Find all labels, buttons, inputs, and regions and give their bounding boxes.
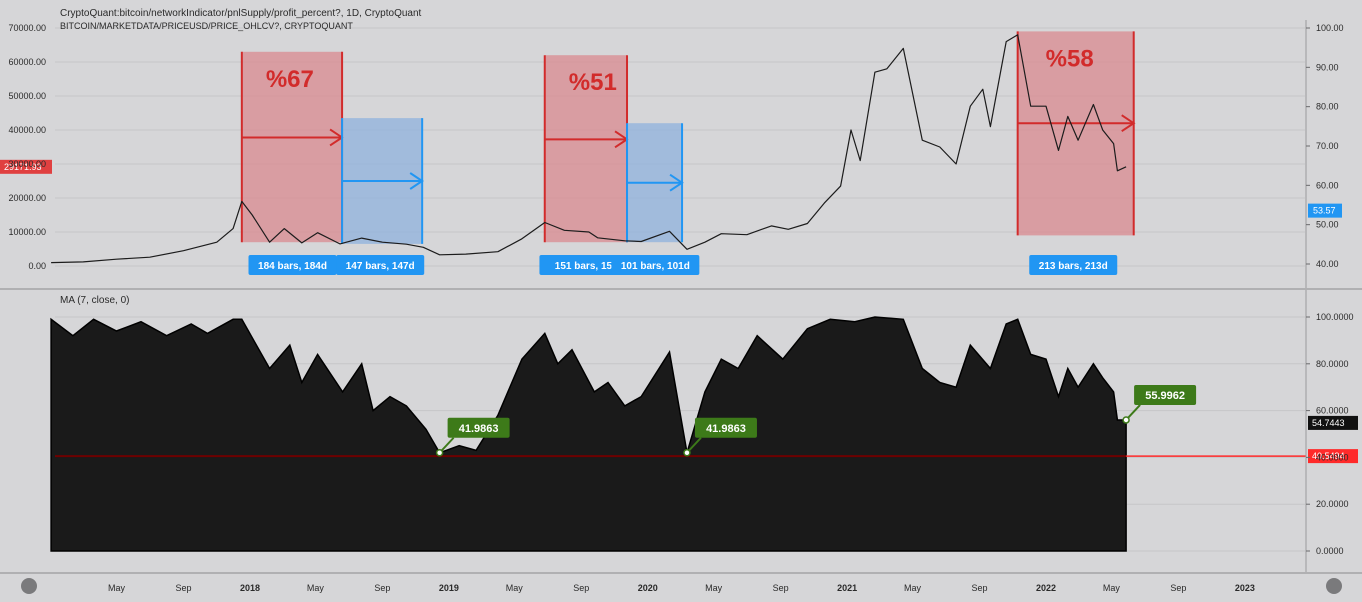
zone-arrow-head [409, 172, 424, 190]
time-axis-label: May [705, 583, 723, 593]
price-axis-tick: 60000.00 [8, 57, 46, 67]
price-axis-tick: 50000.00 [8, 91, 46, 101]
percent-axis-tick: 70.00 [1316, 141, 1339, 151]
range-label-box [248, 255, 337, 275]
time-axis-label: Sep [176, 583, 192, 593]
zone-arrow-head [669, 173, 684, 192]
percent-axis-tick: 60.00 [1316, 180, 1339, 190]
percent-axis-tick: 40.00 [1316, 259, 1339, 269]
price-axis-tick: 30000.00 [8, 159, 46, 169]
drawdown-percent-label: %51 [569, 69, 617, 96]
range-zones: %67 %51 %58 [240, 31, 1136, 244]
price-axis-tick: 20000.00 [8, 193, 46, 203]
price-axis-tick: 40000.00 [8, 125, 46, 135]
annotation-box [694, 417, 757, 438]
percent-axis-tick: 80.00 [1316, 102, 1339, 112]
indicator-axis-tick: 0.0000 [1316, 546, 1344, 556]
drawdown-percent-label: %67 [266, 66, 314, 93]
axis-labels: 70000.00 60000.00 50000.00 40000.00 30000.00… [8, 20, 1354, 593]
zone-arrow-head [1121, 114, 1136, 133]
percent-axis-tick: 100.00 [1316, 23, 1344, 33]
annotation-value: 55.9962 [1145, 390, 1185, 402]
percent-axis-tick: 90.00 [1316, 62, 1339, 72]
indicator-axis-tick: 100.0000 [1316, 312, 1354, 322]
price-axis-tick: 70000.00 [8, 23, 46, 33]
time-axis-label: 2022 [1036, 583, 1056, 593]
indicator-axis-tick: 80.0000 [1316, 359, 1349, 369]
time-axis-label: May [904, 583, 922, 593]
indicator-area [50, 316, 1127, 552]
price-series [51, 34, 1127, 264]
time-axis-label: May [307, 583, 325, 593]
annotation-box [1134, 384, 1197, 405]
annotation-box [447, 417, 510, 438]
indicator-axis-tick: 20.0000 [1316, 499, 1349, 509]
percent-axis-tick: 50.00 [1316, 220, 1339, 230]
annotation-point [1122, 416, 1130, 424]
price-axis-tick: 10000.00 [8, 227, 46, 237]
indicator-axis-tick: 60.0000 [1316, 406, 1349, 416]
drawdown-zone[interactable] [241, 51, 343, 243]
time-axis-label: 2023 [1235, 583, 1255, 593]
range-label-box [539, 255, 628, 275]
support-level-tag [1308, 449, 1358, 464]
time-axis-label: Sep [1170, 583, 1186, 593]
price-line [51, 34, 1127, 264]
range-label-box [611, 255, 700, 275]
current-price-tag [0, 159, 52, 174]
time-axis-label: Sep [773, 583, 789, 593]
time-axis-label: May [1103, 583, 1121, 593]
price-axis-tick: 0.00 [28, 261, 46, 271]
range-label-box [1029, 255, 1118, 275]
time-axis-label: 2018 [240, 583, 260, 593]
drawdown-zone[interactable] [544, 55, 628, 243]
drawdown-percent-label: %58 [1046, 45, 1094, 72]
current-indicator-text: 54.7443 [1312, 418, 1345, 428]
support-level-text: 40.5494 [1312, 451, 1345, 461]
current-price-text: 29171.93 [4, 162, 42, 172]
indicator-axis-tick: 40.0000 [1316, 452, 1349, 462]
current-percent-tag [1308, 203, 1342, 218]
time-axis-label: Sep [972, 583, 988, 593]
indicator-area-fill [50, 316, 1127, 552]
range-label-text: 151 bars, 15 [555, 261, 613, 272]
scroll-right-handle[interactable] [1326, 578, 1342, 594]
annotation-overlays: 184 bars, 184d 147 bars, 147d 151 bars, 15… [0, 159, 1358, 464]
series-title-price: BITCOIN/MARKETDATA/PRICEUSD/PRICE_OHLCV?… [60, 21, 353, 31]
range-label-text: 184 bars, 184d [258, 261, 327, 272]
current-percent-text: 53.57 [1313, 206, 1336, 216]
annotation-value: 41.9863 [459, 423, 499, 435]
annotation-point [683, 449, 691, 457]
time-axis-label: 2019 [439, 583, 459, 593]
time-axis-label: May [506, 583, 524, 593]
time-axis-label: 2020 [638, 583, 658, 593]
time-axis-label: 2021 [837, 583, 857, 593]
scroll-left-handle[interactable] [21, 578, 37, 594]
range-label-text: 101 bars, 101d [621, 261, 690, 272]
current-indicator-tag [1308, 415, 1358, 430]
series-title-profit-percent: CryptoQuant:bitcoin/networkIndicator/pnl… [60, 8, 422, 19]
range-label-text: 213 bars, 213d [1039, 261, 1108, 272]
range-label-text: 147 bars, 147d [346, 261, 415, 272]
range-label-box [336, 255, 425, 275]
time-axis-label: May [108, 583, 126, 593]
annotation-point [435, 449, 444, 457]
indicator-title: MA (7, close, 0) [60, 295, 129, 306]
time-axis-label: Sep [573, 583, 589, 593]
annotation-value: 41.9863 [706, 423, 746, 435]
time-axis-label: Sep [374, 583, 390, 593]
